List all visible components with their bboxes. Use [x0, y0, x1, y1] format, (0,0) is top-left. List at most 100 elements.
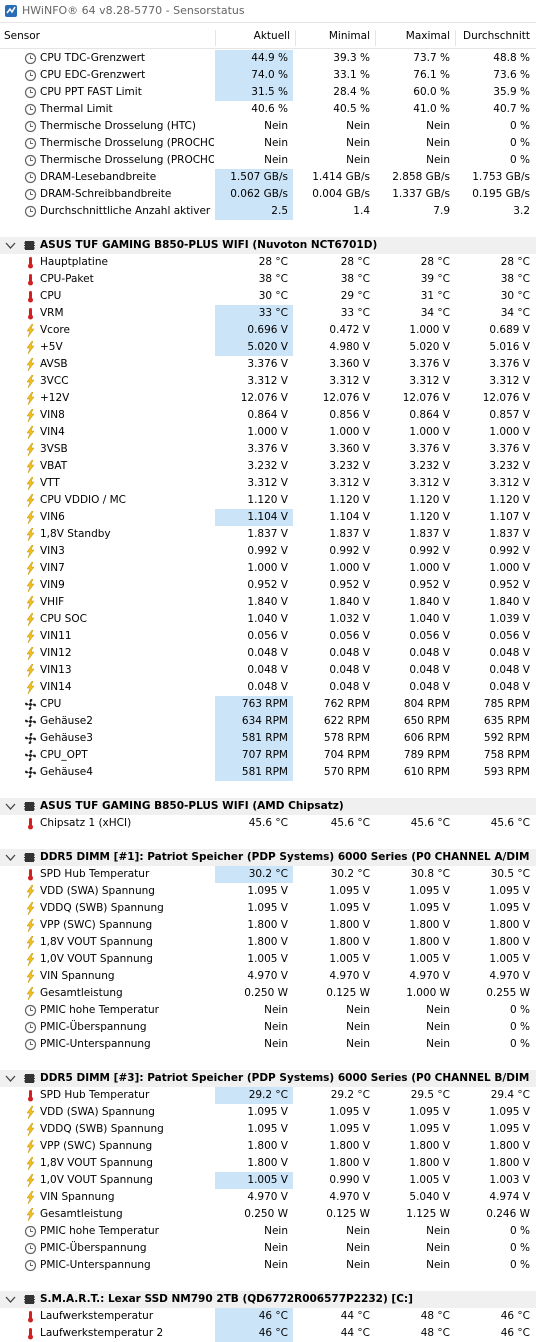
sensor-label: Gehäuse3: [40, 732, 93, 744]
sensor-row[interactable]: VIN14 0.048 V 0.048 V 0.048 V 0.048 V: [0, 679, 536, 696]
sensor-row[interactable]: 1,0V VOUT Spannung 1.005 V 0.990 V 1.005 V 1…: [0, 1172, 536, 1189]
sensor-row[interactable]: PMIC-Unterspannung Nein Nein Nein 0 %: [0, 1036, 536, 1053]
sensor-row[interactable]: +12V 12.076 V 12.076 V 12.076 V 12.076 V: [0, 390, 536, 407]
sensor-row[interactable]: CPU VDDIO / MC 1.120 V 1.120 V 1.120 V 1.120…: [0, 492, 536, 509]
sensor-row[interactable]: SPD Hub Temperatur 29.2 °C 29.2 °C 29.5 °C 2…: [0, 1087, 536, 1104]
sensor-row[interactable]: Thermische Drosselung (PROCHO... Nein Nein…: [0, 152, 536, 169]
value-cell: 0.048 V: [329, 664, 370, 676]
sensor-row[interactable]: VDDQ (SWB) Spannung 1.095 V 1.095 V 1.095 V…: [0, 900, 536, 917]
sensor-row[interactable]: Hauptplatine 28 °C 28 °C 28 °C 28 °C: [0, 254, 536, 271]
sensor-row[interactable]: Gehäuse2 634 RPM 622 RPM 650 RPM 635 RPM: [0, 713, 536, 730]
sensor-row[interactable]: 3VSB 3.376 V 3.360 V 3.376 V 3.376 V: [0, 441, 536, 458]
value-cell: 707 RPM: [215, 747, 293, 764]
sensor-row[interactable]: VIN3 0.992 V 0.992 V 0.992 V 0.992 V: [0, 543, 536, 560]
value-cell: 0.992 V: [329, 545, 370, 557]
sensor-row[interactable]: CPU PPT FAST Limit 31.5 % 28.4 % 60.0 % 35.9…: [0, 84, 536, 101]
sensor-icon: [24, 103, 37, 116]
sensor-row[interactable]: VIN4 1.000 V 1.000 V 1.000 V 1.000 V: [0, 424, 536, 441]
header-cell[interactable]: Minimal: [295, 30, 375, 46]
sensor-row[interactable]: +5V 5.020 V 4.980 V 5.020 V 5.016 V: [0, 339, 536, 356]
sensor-row[interactable]: Vcore 0.696 V 0.472 V 1.000 V 0.689 V: [0, 322, 536, 339]
value-cell: 1.000 V: [409, 426, 450, 438]
value-cell: 0.056 V: [247, 630, 288, 642]
sensor-row[interactable]: VHIF 1.840 V 1.840 V 1.840 V 1.840 V: [0, 594, 536, 611]
value-cell: 7.9: [433, 205, 450, 217]
sensor-row[interactable]: Gehäuse3 581 RPM 578 RPM 606 RPM 592 RPM: [0, 730, 536, 747]
value-cell: 1.095 V: [247, 885, 288, 897]
sensor-row[interactable]: VIN Spannung 4.970 V 4.970 V 5.040 V 4.974 V: [0, 1189, 536, 1206]
group-header[interactable]: ASUS TUF GAMING B850-PLUS WIFI (Nuvoton …: [0, 237, 536, 254]
sensor-row[interactable]: Laufwerkstemperatur 2 46 °C 44 °C 48 °C 46 °…: [0, 1325, 536, 1342]
sensor-row[interactable]: VPP (SWC) Spannung 1.800 V 1.800 V 1.800 V 1…: [0, 1138, 536, 1155]
sensor-row[interactable]: CPU EDC-Grenzwert 74.0 % 33.1 % 76.1 % 73.6 …: [0, 67, 536, 84]
sensor-row[interactable]: PMIC hohe Temperatur Nein Nein Nein 0 %: [0, 1223, 536, 1240]
sensor-row[interactable]: VIN12 0.048 V 0.048 V 0.048 V 0.048 V: [0, 645, 536, 662]
value-cell: Nein: [264, 1242, 288, 1254]
sensor-row[interactable]: VDD (SWA) Spannung 1.095 V 1.095 V 1.095 V 1…: [0, 883, 536, 900]
header-cell[interactable]: Durchschnitt: [455, 30, 535, 46]
group-header[interactable]: ASUS TUF GAMING B850-PLUS WIFI (AMD Chip…: [0, 798, 536, 815]
value-cell: 4.970 V: [489, 970, 530, 982]
sensor-row[interactable]: VTT 3.312 V 3.312 V 3.312 V 3.312 V: [0, 475, 536, 492]
sensor-row[interactable]: Laufwerkstemperatur 46 °C 44 °C 48 °C 46 °C: [0, 1308, 536, 1325]
sensor-row[interactable]: CPU 763 RPM 762 RPM 804 RPM 785 RPM: [0, 696, 536, 713]
sensor-row[interactable]: VIN8 0.864 V 0.856 V 0.864 V 0.857 V: [0, 407, 536, 424]
sensor-row[interactable]: VPP (SWC) Spannung 1.800 V 1.800 V 1.800 V 1…: [0, 917, 536, 934]
sensor-row[interactable]: CPU TDC-Grenzwert 44.9 % 39.3 % 73.7 % 48.8 …: [0, 50, 536, 67]
sensor-row[interactable]: 1,8V VOUT Spannung 1.800 V 1.800 V 1.800 V 1…: [0, 1155, 536, 1172]
sensor-row[interactable]: CPU-Paket 38 °C 38 °C 39 °C 38 °C: [0, 271, 536, 288]
spacer-row: [0, 832, 536, 849]
value-cell: 1.800 V: [247, 936, 288, 948]
sensor-row[interactable]: DRAM-Lesebandbreite 1.507 GB/s 1.414 GB/s 2…: [0, 169, 536, 186]
sensor-row[interactable]: 1,0V VOUT Spannung 1.005 V 1.005 V 1.005 V 1…: [0, 951, 536, 968]
sensor-row[interactable]: 1,8V Standby 1.837 V 1.837 V 1.837 V 1.837 V: [0, 526, 536, 543]
sensor-row[interactable]: VIN7 1.000 V 1.000 V 1.000 V 1.000 V: [0, 560, 536, 577]
sensor-list[interactable]: CPU TDC-Grenzwert 44.9 % 39.3 % 73.7 % 48.8 …: [0, 50, 536, 1342]
value-cell: 1.120 V: [329, 494, 370, 506]
value-cell: Nein: [264, 154, 288, 166]
sensor-row[interactable]: Durchschnittliche Anzahl aktiver K... 2.5…: [0, 203, 536, 220]
header-sensor[interactable]: Sensor: [4, 30, 40, 42]
sensor-row[interactable]: Gehäuse4 581 RPM 570 RPM 610 RPM 593 RPM: [0, 764, 536, 781]
sensor-row[interactable]: Thermal Limit 40.6 % 40.5 % 41.0 % 40.7 %: [0, 101, 536, 118]
sensor-row[interactable]: Chipsatz 1 (xHCI) 45.6 °C 45.6 °C 45.6 °C 45…: [0, 815, 536, 832]
header-cell[interactable]: Aktuell: [215, 30, 295, 46]
expand-arrow: [5, 1296, 16, 1303]
sensor-row[interactable]: PMIC-Überspannung Nein Nein Nein 0 %: [0, 1240, 536, 1257]
sensor-row[interactable]: DRAM-Schreibbandbreite 0.062 GB/s 0.004 GB…: [0, 186, 536, 203]
sensor-row[interactable]: Thermische Drosselung (HTC) Nein Nein Nein 0…: [0, 118, 536, 135]
sensor-row[interactable]: VIN13 0.048 V 0.048 V 0.048 V 0.048 V: [0, 662, 536, 679]
sensor-row[interactable]: 1,8V VOUT Spannung 1.800 V 1.800 V 1.800 V 1…: [0, 934, 536, 951]
sensor-row[interactable]: VIN6 1.104 V 1.104 V 1.120 V 1.107 V: [0, 509, 536, 526]
sensor-label: CPU: [40, 290, 62, 302]
value-cell: 45.6 °C: [248, 817, 288, 829]
sensor-row[interactable]: Thermische Drosselung (PROCHO... Nein Nein…: [0, 135, 536, 152]
sensor-row[interactable]: VIN9 0.952 V 0.952 V 0.952 V 0.952 V: [0, 577, 536, 594]
value-cell: 1.800 V: [409, 1157, 450, 1169]
value-cell: 1.800 V: [329, 1140, 370, 1152]
sensor-row[interactable]: VRM 33 °C 33 °C 34 °C 34 °C: [0, 305, 536, 322]
sensor-icon: [26, 562, 35, 575]
sensor-row[interactable]: PMIC-Überspannung Nein Nein Nein 0 %: [0, 1019, 536, 1036]
sensor-row[interactable]: VDD (SWA) Spannung 1.095 V 1.095 V 1.095 V 1…: [0, 1104, 536, 1121]
sensor-row[interactable]: AVSB 3.376 V 3.360 V 3.376 V 3.376 V: [0, 356, 536, 373]
sensor-row[interactable]: CPU 30 °C 29 °C 31 °C 30 °C: [0, 288, 536, 305]
sensor-row[interactable]: PMIC hohe Temperatur Nein Nein Nein 0 %: [0, 1002, 536, 1019]
group-header[interactable]: DDR5 DIMM [#1]: Patriot Speicher (PDP Sy…: [0, 849, 536, 866]
value-cell: 1.800 V: [489, 936, 530, 948]
sensor-row[interactable]: VBAT 3.232 V 3.232 V 3.232 V 3.232 V: [0, 458, 536, 475]
sensor-row[interactable]: Gesamtleistung 0.250 W 0.125 W 1.000 W 0.255…: [0, 985, 536, 1002]
sensor-row[interactable]: 3VCC 3.312 V 3.312 V 3.312 V 3.312 V: [0, 373, 536, 390]
sensor-row[interactable]: VDDQ (SWB) Spannung 1.095 V 1.095 V 1.095 V…: [0, 1121, 536, 1138]
header-cell[interactable]: Maximal: [375, 30, 455, 46]
group-header[interactable]: S.M.A.R.T.: Lexar SSD NM790 2TB (QD6772R…: [0, 1291, 536, 1308]
sensor-row[interactable]: PMIC-Unterspannung Nein Nein Nein 0 %: [0, 1257, 536, 1274]
sensor-row[interactable]: VIN11 0.056 V 0.056 V 0.056 V 0.056 V: [0, 628, 536, 645]
sensor-row[interactable]: CPU_OPT 707 RPM 704 RPM 789 RPM 758 RPM: [0, 747, 536, 764]
value-cell: 1.753 GB/s: [472, 171, 530, 183]
sensor-row[interactable]: Gesamtleistung 0.250 W 0.125 W 1.125 W 0.246…: [0, 1206, 536, 1223]
sensor-row[interactable]: VIN Spannung 4.970 V 4.970 V 4.970 V 4.970 V: [0, 968, 536, 985]
group-header[interactable]: DDR5 DIMM [#3]: Patriot Speicher (PDP Sy…: [0, 1070, 536, 1087]
sensor-row[interactable]: CPU SOC 1.040 V 1.032 V 1.040 V 1.039 V: [0, 611, 536, 628]
sensor-row[interactable]: SPD Hub Temperatur 30.2 °C 30.2 °C 30.8 °C 3…: [0, 866, 536, 883]
